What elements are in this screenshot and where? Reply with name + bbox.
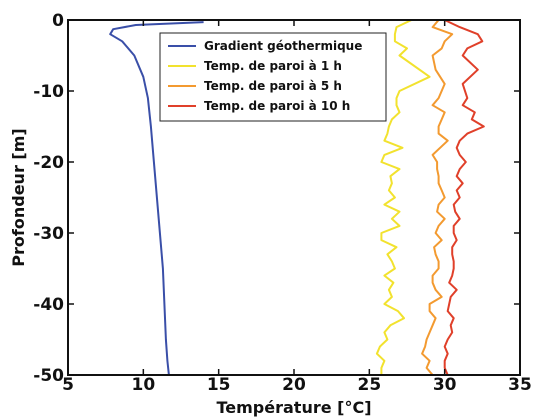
axis-ticks	[67, 19, 521, 376]
legend: Gradient géothermique Temp. de paroi à 1 …	[159, 32, 387, 122]
legend-label: Temp. de paroi à 1 h	[204, 59, 342, 73]
y-tick-label: -50	[33, 366, 64, 386]
y-tick-label: -40	[33, 295, 64, 315]
y-tick-label: -10	[33, 82, 64, 102]
x-axis-label: Température [°C]	[216, 398, 371, 417]
series-line-1	[109, 21, 204, 376]
y-axis-label: Profondeur [m]	[9, 128, 28, 266]
x-tick-label: 10	[131, 375, 155, 395]
legend-label: Temp. de paroi à 10 h	[204, 99, 350, 113]
x-tick-label: 20	[282, 375, 306, 395]
y-tick-label: -30	[33, 224, 64, 244]
y-tick-label: -20	[33, 153, 64, 173]
series-line-2	[375, 19, 431, 375]
x-tick-label: 15	[207, 375, 231, 395]
x-tick-label: 35	[508, 375, 532, 395]
y-tick-label: 0	[52, 11, 64, 31]
tick-labels: 5 10 15 20 25 30 35 0 -10 -20 -30 -40 -50	[33, 11, 532, 395]
x-tick-label: 30	[433, 375, 457, 395]
x-tick-label: 5	[62, 375, 74, 395]
legend-label: Temp. de paroi à 5 h	[204, 79, 342, 93]
legend-label: Gradient géothermique	[204, 39, 362, 53]
series-line-3	[421, 19, 454, 376]
plot-lines	[109, 19, 485, 376]
x-tick-label: 25	[357, 375, 381, 395]
series-line-4	[443, 19, 485, 376]
legend-box	[159, 32, 387, 122]
